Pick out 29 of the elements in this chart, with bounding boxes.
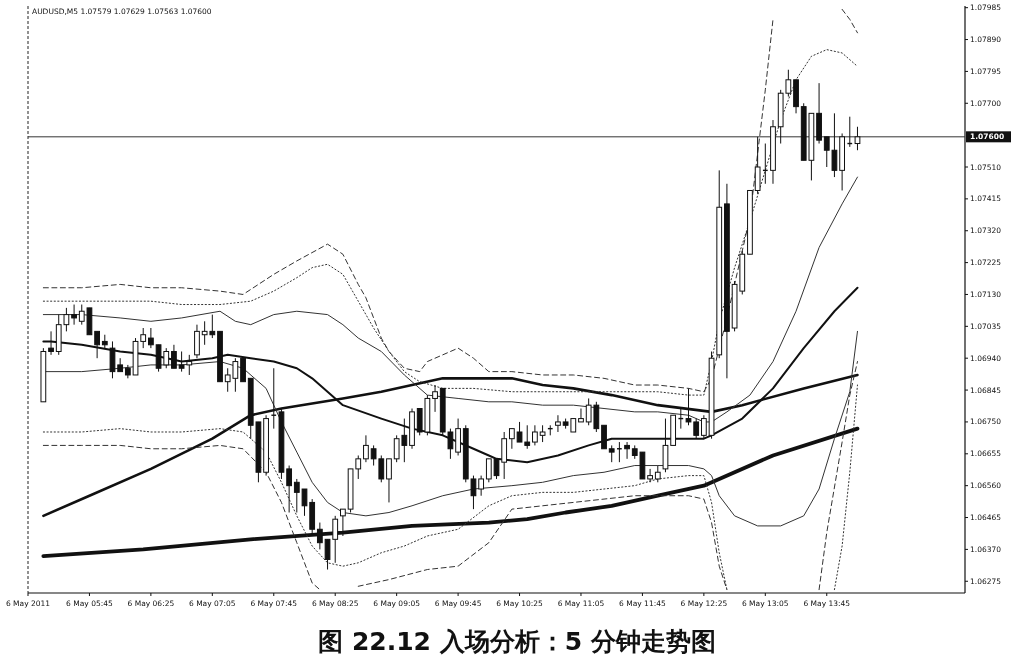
candlestick bbox=[754, 136, 761, 195]
candlestick bbox=[455, 418, 461, 456]
candlestick bbox=[48, 330, 54, 356]
candlestick bbox=[555, 414, 561, 433]
candlestick bbox=[854, 126, 861, 151]
candlestick bbox=[340, 508, 346, 537]
candlestick bbox=[508, 428, 515, 450]
candlestick bbox=[432, 384, 438, 413]
candlestick bbox=[700, 414, 707, 440]
candlestick bbox=[148, 327, 154, 349]
text: 图 22.12 入场分析：5 分钟走势图 bbox=[318, 627, 716, 656]
candlestick bbox=[532, 424, 538, 446]
line-series bbox=[833, 384, 858, 591]
line-series bbox=[42, 444, 321, 591]
candlestick bbox=[647, 468, 653, 483]
candlestick bbox=[240, 357, 246, 383]
candlestick bbox=[363, 434, 369, 463]
candlestick bbox=[316, 522, 323, 550]
candlestick bbox=[624, 441, 630, 460]
candlestick bbox=[286, 465, 293, 513]
candlestick bbox=[478, 475, 485, 497]
candlestick bbox=[94, 330, 100, 359]
candlestick bbox=[194, 324, 200, 359]
candlestick bbox=[578, 408, 584, 423]
line-series bbox=[41, 426, 860, 558]
candlestick bbox=[171, 344, 177, 369]
candlestick bbox=[386, 458, 392, 503]
candlestick bbox=[71, 304, 77, 326]
candlestick bbox=[601, 424, 607, 450]
